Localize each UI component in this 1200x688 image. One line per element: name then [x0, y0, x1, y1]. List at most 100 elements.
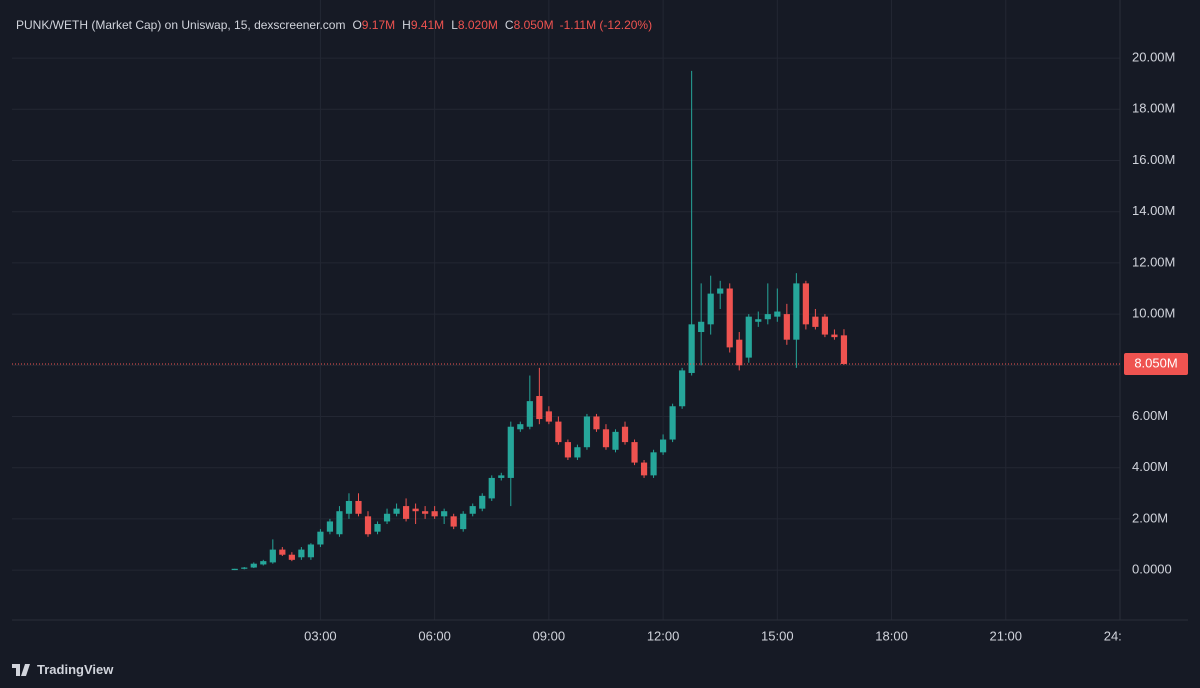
candle-body: [279, 549, 286, 555]
candle-body: [688, 324, 695, 373]
legend-value: 9.17M: [361, 18, 396, 32]
brand-text: TradingView: [37, 662, 114, 677]
candle-body: [650, 452, 657, 476]
candle-body: [536, 396, 543, 420]
candle-body: [659, 439, 667, 453]
brand-logo: [12, 663, 30, 676]
candle-body: [602, 429, 610, 448]
x-tick-label: 03:00: [304, 628, 337, 643]
candle-body: [383, 513, 391, 522]
legend-key: H: [402, 18, 411, 32]
candle-body: [393, 508, 400, 514]
candle-body: [812, 316, 819, 327]
candle-body: [231, 568, 238, 571]
x-tick-label: 24:00: [1104, 628, 1137, 643]
candle-body: [831, 334, 838, 338]
legend-value: 8.020M: [457, 18, 498, 32]
candle-body: [269, 549, 276, 563]
candle-body: [355, 500, 362, 514]
candle-body: [564, 442, 571, 458]
candle-body: [821, 316, 829, 335]
x-tick-labels: 03:00 06:00 09:00 12:00 15:00 18:00 21:00 24:00: [304, 628, 1137, 643]
brand: TradingView: [12, 662, 113, 677]
candle-body: [431, 511, 438, 517]
y-tick-label: 20.00M: [1132, 50, 1175, 65]
candle-body: [260, 561, 267, 565]
y-tick-label: 2.00M: [1132, 510, 1168, 525]
candle-body: [555, 421, 562, 443]
y-tick-label: 10.00M: [1132, 306, 1175, 321]
candle-body: [507, 426, 514, 478]
candle-body: [717, 288, 724, 294]
x-tick-label: 09:00: [533, 628, 566, 643]
candle-body: [288, 554, 295, 560]
candle-body: [441, 511, 448, 517]
candle-body: [593, 416, 600, 430]
legend-change: -1.11M (-12.20%): [559, 18, 653, 32]
y-tick-label: 0.0000: [1132, 562, 1172, 577]
candle-body: [450, 516, 457, 527]
candle-body: [774, 311, 781, 317]
candle-body: [250, 563, 257, 568]
candle-body: [612, 431, 619, 450]
candle-body: [698, 321, 705, 333]
y-tick-label: 12.00M: [1132, 254, 1175, 269]
candle-body: [669, 406, 676, 440]
candle-body: [307, 544, 314, 558]
candle-body: [298, 549, 305, 558]
legend-key: C: [504, 18, 514, 32]
candle-body: [707, 293, 714, 325]
candle-body: [679, 370, 686, 407]
chart-header: PUNK/WETH (Market Cap) on Uniswap, 15, d…: [16, 18, 652, 32]
candle-body: [764, 314, 771, 320]
candle-body: [631, 442, 638, 463]
last-price-label: 8.050M: [1134, 355, 1177, 370]
candle-body: [726, 288, 733, 348]
x-tick-label: 06:00: [418, 628, 451, 643]
candle-body: [840, 335, 848, 365]
candle-body: [412, 508, 419, 512]
candle-body: [640, 462, 648, 476]
candle-body: [422, 511, 429, 514]
candle-body: [793, 283, 800, 340]
candle-body: [326, 521, 334, 532]
candle-body: [736, 339, 743, 366]
candle-body: [498, 475, 505, 478]
candle-body: [545, 411, 552, 422]
y-tick-label: 6.00M: [1132, 408, 1168, 423]
chart-title: PUNK/WETH (Market Cap) on Uniswap, 15, d…: [16, 18, 346, 32]
candle-body: [488, 477, 495, 499]
y-tick-label: 14.00M: [1132, 203, 1175, 218]
candle-body: [336, 511, 343, 535]
candle-body: [517, 424, 524, 430]
candle-body: [402, 506, 410, 519]
candle-body: [241, 567, 248, 569]
y-tick-label: 4.00M: [1132, 459, 1168, 474]
candle-body: [574, 447, 581, 458]
candle-body: [745, 316, 752, 358]
candle-body: [583, 416, 591, 448]
legend-value: 9.41M: [410, 18, 445, 32]
legend-key: L: [451, 18, 458, 32]
x-tick-label: 21:00: [989, 628, 1022, 643]
candle-body: [621, 426, 629, 443]
candle-body: [802, 283, 809, 325]
candle-body: [345, 500, 353, 514]
candle-body: [317, 531, 324, 545]
x-tick-label: 15:00: [761, 628, 794, 643]
x-tick-label: 18:00: [875, 628, 908, 643]
x-tick-label: 12:00: [647, 628, 680, 643]
candle-body: [469, 506, 476, 514]
legend-key: O: [352, 18, 362, 32]
candle-body: [755, 319, 762, 322]
legend-value: 8.050M: [513, 18, 554, 32]
y-tick-label: 18.00M: [1132, 101, 1175, 116]
y-tick-label: 16.00M: [1132, 152, 1175, 167]
candle-body: [526, 401, 533, 427]
candle-body: [374, 524, 381, 532]
candle-body: [783, 314, 790, 340]
candle-body: [364, 516, 372, 535]
last-price-box: [1124, 353, 1188, 376]
